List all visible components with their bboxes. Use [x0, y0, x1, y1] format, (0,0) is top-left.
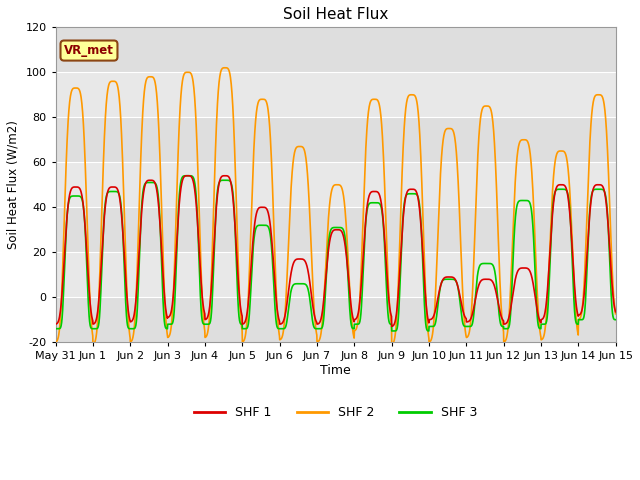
- X-axis label: Time: Time: [320, 364, 351, 377]
- SHF 3: [364, 203, 372, 209]
- SHF 1: [52, 321, 60, 327]
- Line: SHF 1: SHF 1: [56, 176, 616, 326]
- Bar: [56, 207, 616, 252]
- Legend: SHF 1, SHF 2, SHF 3: SHF 1, SHF 2, SHF 3: [189, 401, 482, 424]
- Bar: [56, 162, 616, 207]
- SHF 2: [52, 339, 60, 345]
- SHF 2: [352, 326, 360, 332]
- SHF 2: [388, 341, 396, 347]
- Text: VR_met: VR_met: [64, 44, 114, 57]
- SHF 2: [364, 111, 372, 117]
- Line: SHF 3: SHF 3: [56, 176, 616, 331]
- SHF 2: [612, 311, 620, 317]
- Bar: [56, 27, 616, 72]
- Line: SHF 2: SHF 2: [56, 68, 616, 344]
- Bar: [56, 252, 616, 297]
- SHF 3: [612, 317, 620, 323]
- Bar: [56, 117, 616, 162]
- SHF 1: [563, 187, 570, 192]
- SHF 1: [364, 197, 372, 203]
- Bar: [56, 297, 616, 342]
- SHF 3: [499, 324, 507, 329]
- SHF 2: [579, 307, 586, 312]
- SHF 3: [352, 321, 360, 327]
- Title: Soil Heat Flux: Soil Heat Flux: [283, 7, 388, 22]
- SHF 2: [499, 324, 507, 329]
- SHF 3: [52, 326, 60, 332]
- SHF 2: [208, 264, 216, 270]
- SHF 1: [208, 275, 216, 281]
- SHF 3: [563, 188, 570, 193]
- SHF 1: [388, 324, 396, 329]
- SHF 1: [352, 316, 360, 322]
- SHF 3: [579, 317, 586, 323]
- SHF 3: [388, 328, 396, 334]
- SHF 1: [184, 173, 191, 179]
- Bar: [56, 72, 616, 117]
- SHF 2: [221, 65, 229, 71]
- SHF 3: [184, 173, 191, 179]
- Y-axis label: Soil Heat Flux (W/m2): Soil Heat Flux (W/m2): [7, 120, 20, 249]
- SHF 1: [499, 317, 507, 323]
- SHF 1: [579, 307, 586, 312]
- SHF 1: [612, 309, 620, 315]
- SHF 3: [208, 301, 216, 307]
- SHF 2: [563, 155, 570, 161]
